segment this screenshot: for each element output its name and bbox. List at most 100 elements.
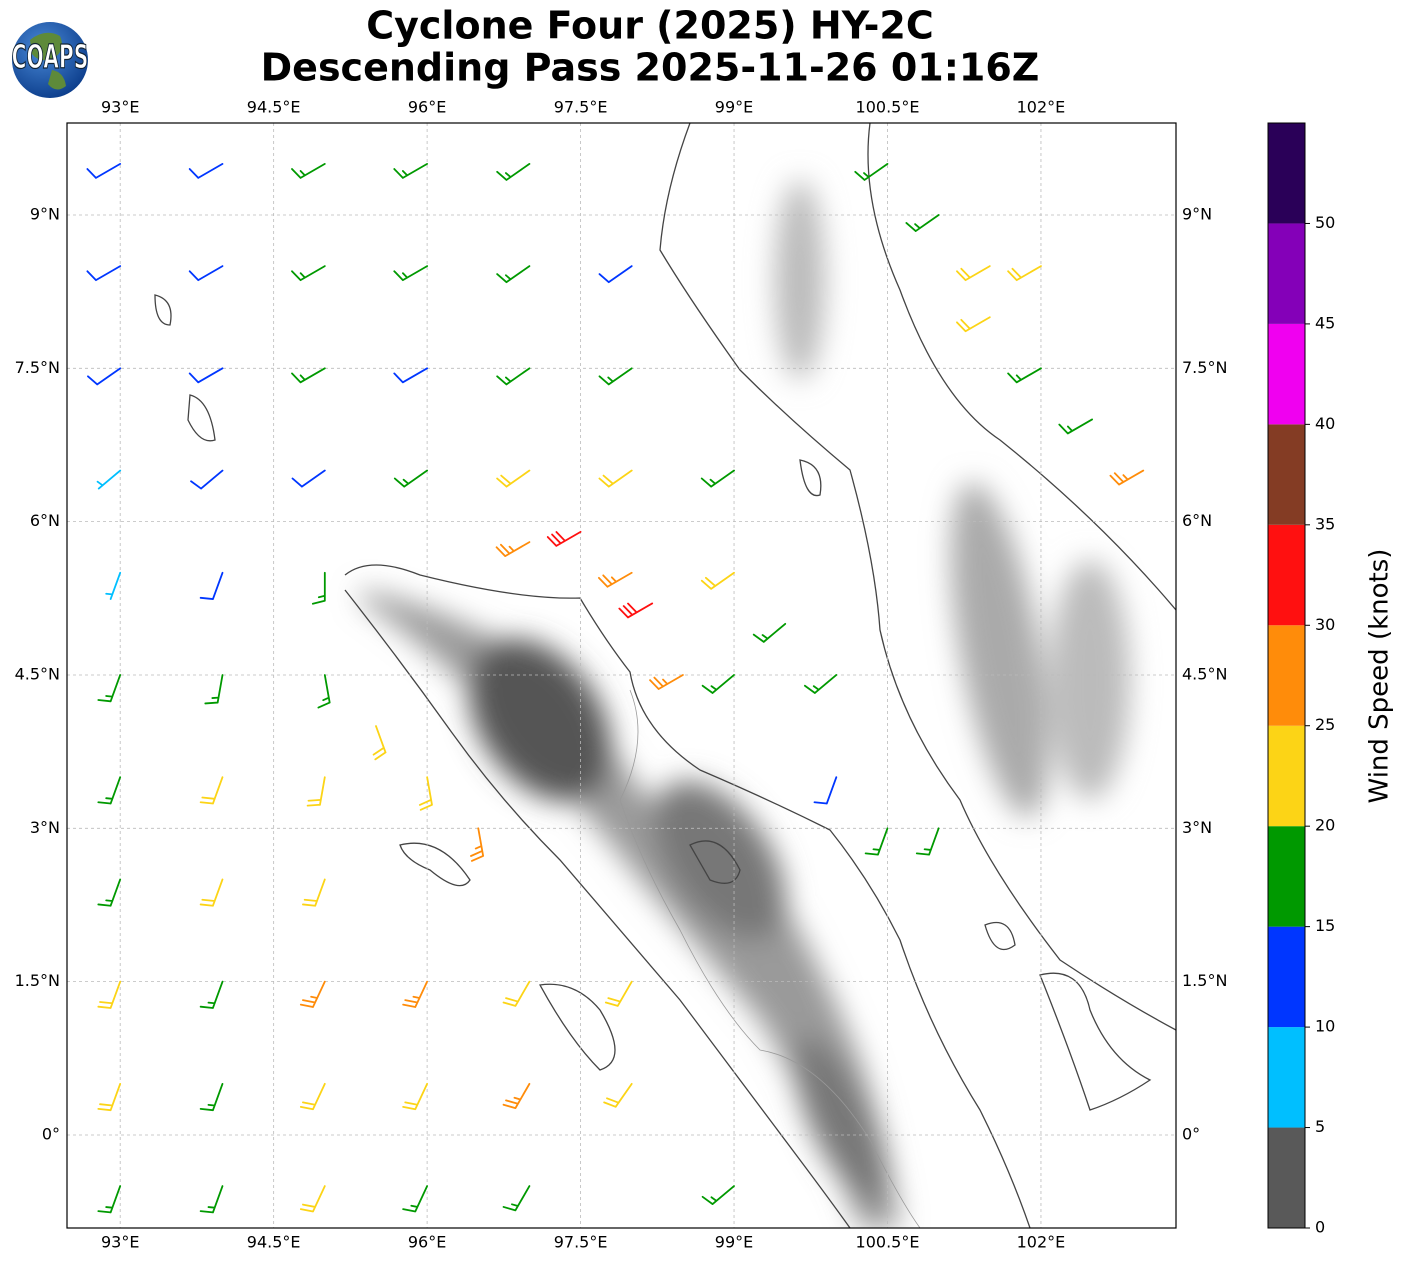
wind-barb (402, 980, 429, 1008)
wind-barb (97, 878, 122, 907)
y-tick-label: 3°N (30, 818, 60, 837)
colorbar-tick-label: 5 (1315, 1117, 1325, 1136)
wind-barb (701, 674, 735, 694)
x-tick-label: 94.5°E (247, 1233, 301, 1252)
wind-barb (700, 469, 735, 488)
borders (619, 689, 921, 1228)
wind-barb (299, 1082, 326, 1111)
y-tick-label: 7.5°N (15, 358, 60, 377)
wind-barb (598, 265, 633, 284)
wind-barb (97, 980, 122, 1009)
colorbar-segment (1268, 323, 1305, 425)
x-tick-label: 94.5°E (247, 98, 301, 117)
wind-barb (393, 265, 429, 282)
wind-barb (649, 674, 684, 690)
wind-barb (502, 1082, 531, 1110)
wind-barb (299, 1185, 326, 1213)
logo-text: COAPS (12, 39, 89, 76)
wind-barb (502, 980, 531, 1007)
wind-barb (598, 469, 633, 488)
wind-barb (97, 1185, 122, 1214)
x-tick-label: 102°E (1017, 1233, 1066, 1252)
wind-barb (854, 162, 889, 181)
wind-barb (700, 571, 735, 590)
x-tick-label: 99°E (715, 98, 753, 117)
wind-barb (188, 265, 224, 282)
wind-barb (496, 162, 531, 181)
wind-barb (402, 1185, 429, 1213)
wind-barb (96, 469, 122, 490)
wind-barb (317, 674, 331, 709)
wind-barb (905, 214, 940, 232)
colorbar-segment (1268, 524, 1305, 626)
colorbar-tick-label: 30 (1315, 615, 1335, 634)
colorbar-segment (1268, 123, 1305, 224)
wind-barb (597, 571, 633, 588)
x-tick-label: 97.5°E (554, 98, 608, 117)
wind-barb (915, 827, 940, 856)
x-tick-label: 102°E (1017, 98, 1066, 117)
x-tick-label: 96°E (408, 1233, 446, 1252)
y-tick-label: 1.5°N (15, 971, 60, 990)
wind-barb (752, 622, 787, 643)
title-line: Descending Pass 2025-11-26 01:16Z (261, 46, 1040, 90)
wind-barb (97, 674, 122, 703)
wind-barb (1007, 265, 1042, 282)
colorbar-segment (1268, 926, 1305, 1028)
colorbar-tick-label: 15 (1315, 916, 1335, 935)
wind-barb (105, 571, 122, 600)
wind-barb (956, 316, 991, 333)
wind-barb (204, 674, 224, 705)
wind-barb (291, 469, 326, 488)
wind-barb (188, 367, 224, 384)
colorbar-tick-label: 40 (1315, 414, 1335, 433)
x-tick-label: 96°E (408, 98, 446, 117)
y-tick-label: 3°N (1182, 818, 1212, 837)
colorbar-tick-label: 50 (1315, 213, 1335, 232)
y-tick-label: 0° (42, 1124, 60, 1143)
colorbar-label: Wind Speed (knots) (1365, 549, 1395, 804)
y-tick-label: 7.5°N (1182, 358, 1227, 377)
colorbar-segment (1268, 424, 1305, 525)
logo-land (30, 32, 66, 90)
wind-barb (97, 776, 122, 805)
wind-barb (86, 162, 122, 179)
wind-barb (393, 367, 429, 384)
wind-barb (372, 725, 387, 761)
colorbar-tick-label: 20 (1315, 816, 1335, 835)
x-tick-label: 93°E (101, 98, 139, 117)
wind-barb (199, 1082, 224, 1112)
wind-barb (1109, 469, 1145, 486)
y-tick-label: 9°N (30, 204, 60, 223)
colorbar-segment (1268, 1127, 1305, 1228)
logo: COAPS (11, 22, 89, 98)
wind-barb (199, 776, 224, 805)
wind-barb (502, 1185, 531, 1212)
colorbar-tick-label: 25 (1315, 715, 1335, 734)
wind-barb (393, 469, 429, 488)
wind-barb (306, 776, 326, 807)
colorbar-segment (1268, 1027, 1305, 1128)
wind-barb (618, 602, 654, 619)
wind-barb (813, 776, 838, 805)
colorbar-tick-label: 45 (1315, 313, 1335, 332)
y-tick-label: 9°N (1182, 204, 1212, 223)
wind-barb (546, 530, 582, 547)
wind-barb (496, 469, 531, 488)
colorbar: 0 5 10 15 20 25 30 35 40 45 50 (1267, 122, 1335, 1237)
wind-barb (496, 367, 531, 386)
wind-barb (299, 980, 326, 1008)
wind-barb (701, 1185, 735, 1205)
wind-barb (199, 571, 224, 600)
colorbar-segment (1268, 826, 1305, 927)
wind-barb (87, 367, 122, 386)
colorbar-frame (1267, 122, 1306, 1229)
wind-barb (291, 265, 326, 282)
wind-barb (603, 1082, 633, 1108)
wind-barb (495, 541, 531, 558)
colorbar-tick-label: 0 (1315, 1218, 1325, 1237)
wind-barb (97, 1082, 122, 1112)
basemap (67, 123, 1176, 1228)
barbs (86, 162, 1145, 1214)
